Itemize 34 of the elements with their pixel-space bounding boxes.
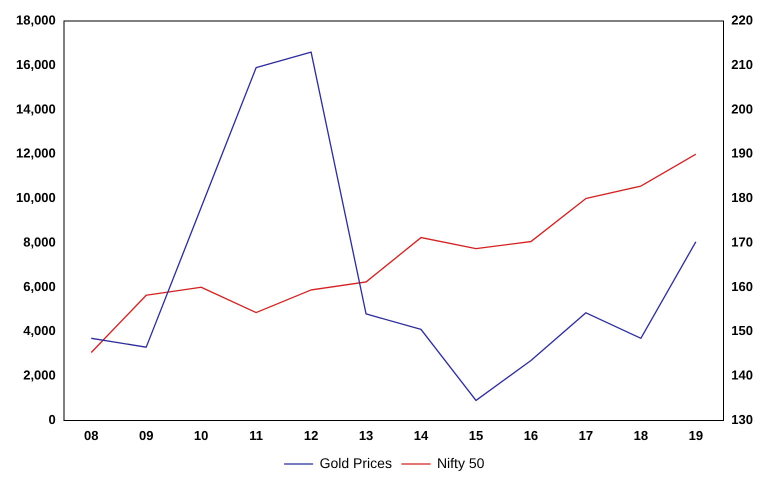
- y2-tick-label: 140: [731, 368, 754, 383]
- x-tick-label: 11: [249, 428, 264, 443]
- y-tick-label: 18,000: [16, 12, 56, 28]
- y-tick-label: 16,000: [16, 56, 56, 72]
- x-tick-label: 10: [194, 428, 208, 443]
- x-tick-label: 09: [138, 428, 154, 443]
- x-tick-label: 12: [304, 428, 318, 443]
- x-tick-label: 19: [688, 428, 704, 443]
- y-tick-label: 6,000: [23, 278, 56, 294]
- y2-tick-label: 180: [731, 190, 754, 206]
- y-tick-label: 0: [48, 412, 56, 427]
- x-tick-label: 16: [524, 428, 538, 443]
- legend-label: Nifty 50: [436, 454, 485, 471]
- y2-tick-label: 150: [731, 323, 754, 338]
- y-tick-label: 4,000: [23, 323, 56, 338]
- y2-tick-label: 210: [731, 56, 754, 72]
- y2-tick-label: 200: [731, 101, 754, 116]
- y-tick-label: 12,000: [16, 146, 56, 161]
- x-tick-label: 13: [358, 428, 374, 443]
- y2-tick-label: 160: [731, 278, 754, 294]
- y2-tick-label: 220: [731, 12, 754, 28]
- y-tick-label: 14,000: [16, 101, 56, 116]
- y2-tick-label: 190: [731, 146, 754, 161]
- y-tick-label: 8,000: [23, 234, 56, 250]
- y2-tick-label: 130: [731, 412, 754, 427]
- x-tick-label: 17: [578, 428, 594, 443]
- x-tick-label: 18: [634, 428, 648, 443]
- y2-tick-label: 170: [731, 234, 754, 250]
- y-tick-label: 10,000: [16, 190, 56, 206]
- x-tick-label: 08: [84, 428, 98, 443]
- x-tick-label: 15: [468, 428, 484, 443]
- legend-label: Gold Prices: [320, 454, 392, 471]
- y-tick-label: 2,000: [23, 368, 56, 383]
- x-tick-label: 14: [414, 428, 430, 443]
